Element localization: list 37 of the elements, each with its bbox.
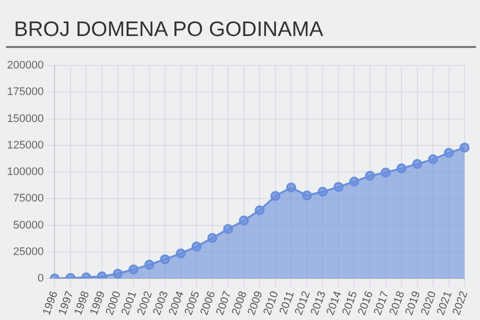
y-tick-label: 75000 [13,192,44,205]
x-tick-label: 1998 [72,290,92,317]
point [97,271,107,278]
point [460,142,470,153]
point [349,176,360,187]
y-tick-label: 25000 [13,246,44,258]
x-tick-label: 2022 [450,290,470,317]
point [254,205,265,216]
point [428,154,438,164]
chart-title: BROJ DOMENA PO GODINAMA [6,18,476,48]
x-tick-label: 1996 [40,290,60,317]
point [160,254,170,264]
y-tick-label: 200000 [6,60,44,72]
point [380,168,391,178]
point [144,260,154,270]
point [286,182,296,192]
y-tick-label: 125000 [6,139,44,152]
point [412,159,422,170]
y-tick-label: 150000 [6,112,44,125]
y-tick-label: 0 [38,272,44,285]
point [192,242,202,252]
point [396,163,407,174]
y-tick-label: 100000 [6,166,44,178]
point [302,190,312,200]
point [128,264,139,274]
point [223,224,234,234]
point [176,248,186,258]
point [238,215,249,226]
point [333,182,344,192]
point [207,233,218,244]
y-tick-label: 175000 [6,86,44,98]
point [444,148,454,158]
point [270,190,280,201]
y-tick-label: 50000 [13,219,44,232]
point [112,268,123,278]
point [318,186,328,197]
point [365,170,376,181]
